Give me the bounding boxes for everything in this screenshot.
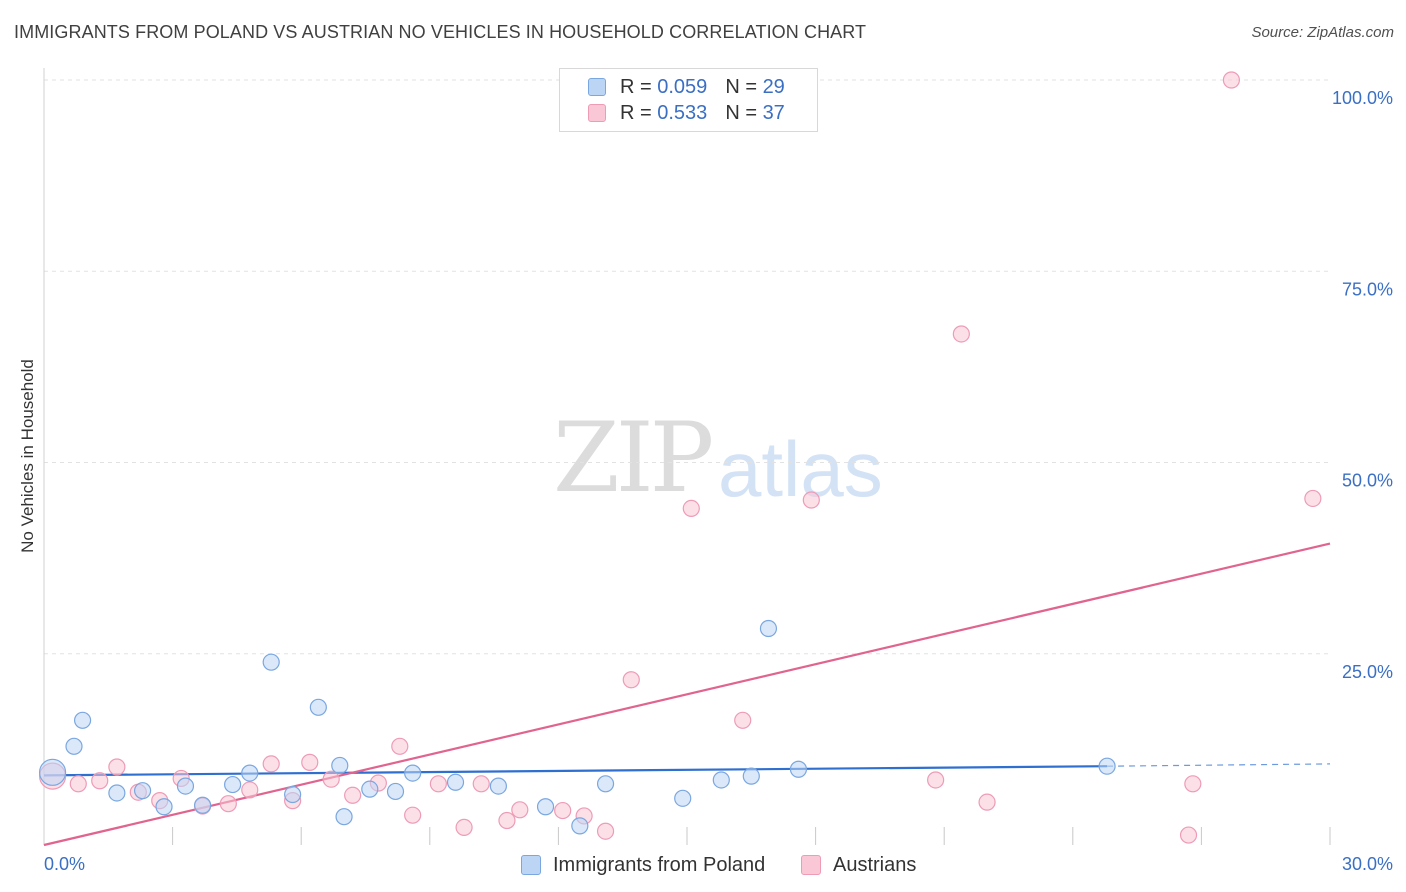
- legend-n-label: N =: [725, 101, 757, 124]
- point-austrians: [262, 755, 280, 773]
- point-austrians: [404, 806, 422, 824]
- point-austrians: [554, 801, 572, 820]
- point-austrians: [802, 491, 820, 509]
- point-austrians: [978, 793, 996, 811]
- legend-n-value-austrians: 37: [762, 101, 785, 124]
- point-poland: [176, 777, 195, 795]
- trend-line-poland: [43, 765, 1108, 777]
- point-austrians: [219, 795, 237, 813]
- point-poland: [224, 775, 242, 794]
- point-austrians: [344, 786, 362, 804]
- legend-swatch-austrians: [588, 104, 606, 122]
- legend-swatch-austrians: [801, 855, 821, 875]
- axes: [43, 68, 1331, 845]
- point-poland: [789, 760, 808, 778]
- point-poland: [712, 771, 730, 789]
- point-poland: [489, 777, 507, 795]
- point-poland: [536, 798, 555, 816]
- y-tick-label: 50.0%: [1342, 471, 1393, 491]
- y-tick-label: 25.0%: [1342, 662, 1393, 682]
- data-points: [38, 71, 1322, 844]
- point-poland: [38, 758, 67, 786]
- point-austrians: [622, 671, 640, 689]
- legend-item-poland[interactable]: Immigrants from Poland: [521, 852, 765, 878]
- point-poland: [361, 780, 379, 798]
- legend-swatch-poland: [588, 78, 606, 96]
- point-austrians: [69, 775, 87, 793]
- point-austrians: [301, 753, 319, 771]
- legend-r-value-austrians: 0.533: [657, 101, 708, 124]
- point-austrians: [472, 775, 490, 793]
- trend-lines: [43, 542, 1331, 847]
- legend-swatch-poland: [521, 855, 541, 875]
- point-poland: [335, 808, 353, 826]
- legend-row-austrians: R = 0.533 N = 37: [588, 100, 785, 126]
- legend-r-label: R =: [620, 101, 652, 124]
- point-poland: [155, 798, 173, 816]
- point-austrians: [734, 711, 752, 729]
- point-poland: [1098, 757, 1116, 775]
- point-poland: [759, 619, 778, 638]
- y-tick-label: 100.0%: [1332, 88, 1393, 108]
- x-tick-label: 30.0%: [1342, 854, 1393, 874]
- legend-r-value-poland: 0.059: [657, 75, 708, 98]
- point-austrians: [455, 818, 473, 837]
- legend-n-value-poland: 29: [762, 75, 785, 98]
- watermark-zip: ZIP: [553, 402, 714, 514]
- point-poland: [108, 784, 126, 802]
- point-poland: [742, 767, 760, 785]
- point-poland: [446, 773, 465, 791]
- point-austrians: [1184, 775, 1202, 793]
- point-austrians: [108, 758, 126, 776]
- point-poland: [309, 698, 327, 716]
- point-poland: [404, 764, 422, 782]
- point-austrians: [391, 737, 409, 755]
- point-poland: [674, 789, 692, 807]
- source-label: Source: ZipAtlas.com: [1251, 24, 1394, 41]
- legend-item-austrians[interactable]: Austrians: [801, 852, 916, 878]
- point-austrians: [682, 499, 700, 517]
- point-poland: [386, 782, 405, 801]
- point-poland: [194, 796, 212, 814]
- y-axis-label: No Vehicles in Household: [18, 359, 37, 553]
- legend-label-austrians: Austrians: [833, 853, 917, 876]
- legend-label-poland: Immigrants from Poland: [553, 853, 766, 876]
- point-poland: [133, 782, 152, 800]
- legend-row-poland: R = 0.059 N = 29: [588, 74, 785, 100]
- point-austrians: [322, 770, 340, 788]
- watermark-atlas: atlas: [718, 425, 883, 513]
- legend-n-label: N =: [725, 75, 757, 98]
- point-austrians: [429, 775, 447, 793]
- point-austrians: [498, 811, 516, 830]
- point-austrians: [596, 822, 615, 840]
- point-poland: [73, 711, 92, 729]
- correlation-legend: R = 0.059 N = 29 R = 0.533 N = 37: [559, 68, 818, 132]
- point-poland: [284, 785, 302, 804]
- series-legend: Immigrants from Poland Austrians: [0, 852, 1406, 878]
- trend-extension-poland: [1107, 763, 1331, 767]
- grid-lines: [44, 79, 1330, 655]
- point-austrians: [241, 781, 259, 799]
- point-austrians: [1179, 826, 1198, 844]
- point-poland: [262, 653, 280, 671]
- point-poland: [596, 775, 615, 793]
- legend-r-label: R =: [620, 75, 652, 98]
- chart-title: IMMIGRANTS FROM POLAND VS AUSTRIAN NO VE…: [14, 22, 867, 42]
- point-austrians: [91, 772, 109, 790]
- point-poland: [571, 817, 589, 835]
- point-austrians: [1304, 489, 1322, 508]
- point-austrians: [1222, 71, 1241, 89]
- point-austrians: [511, 801, 529, 819]
- point-poland: [331, 756, 349, 775]
- point-austrians: [952, 325, 970, 343]
- point-poland: [241, 764, 259, 782]
- y-tick-label: 75.0%: [1342, 279, 1393, 299]
- x-tick-label: 0.0%: [44, 854, 85, 874]
- point-austrians: [927, 771, 945, 789]
- point-poland: [65, 737, 83, 755]
- trend-line-austrians: [43, 542, 1331, 847]
- tick-labels: 25.0% 50.0% 75.0% 100.0% 0.0% 30.0%: [44, 88, 1393, 874]
